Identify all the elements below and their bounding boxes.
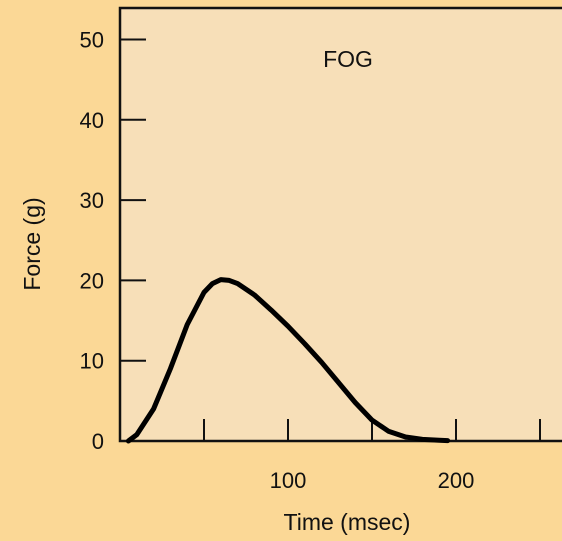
y-tick-label: 0	[92, 429, 104, 454]
x-axis-ticks: 100 200	[203, 419, 541, 493]
fog-annotation: FOG	[323, 46, 373, 72]
y-tick-label: 40	[80, 108, 104, 133]
plot-area	[118, 6, 562, 443]
y-tick-label: 30	[80, 188, 104, 213]
y-axis-ticks: 0 10 20 30 40 50	[80, 28, 146, 454]
x-axis-title: Time (msec)	[284, 509, 411, 535]
y-tick-label: 10	[80, 349, 104, 374]
x-tick-label: 200	[438, 468, 475, 493]
force-curve	[125, 277, 451, 444]
y-axis-title: Force (g)	[19, 197, 45, 290]
y-tick-label: 50	[80, 28, 104, 53]
x-tick-label: 100	[270, 468, 307, 493]
y-tick-label: 20	[80, 268, 104, 293]
